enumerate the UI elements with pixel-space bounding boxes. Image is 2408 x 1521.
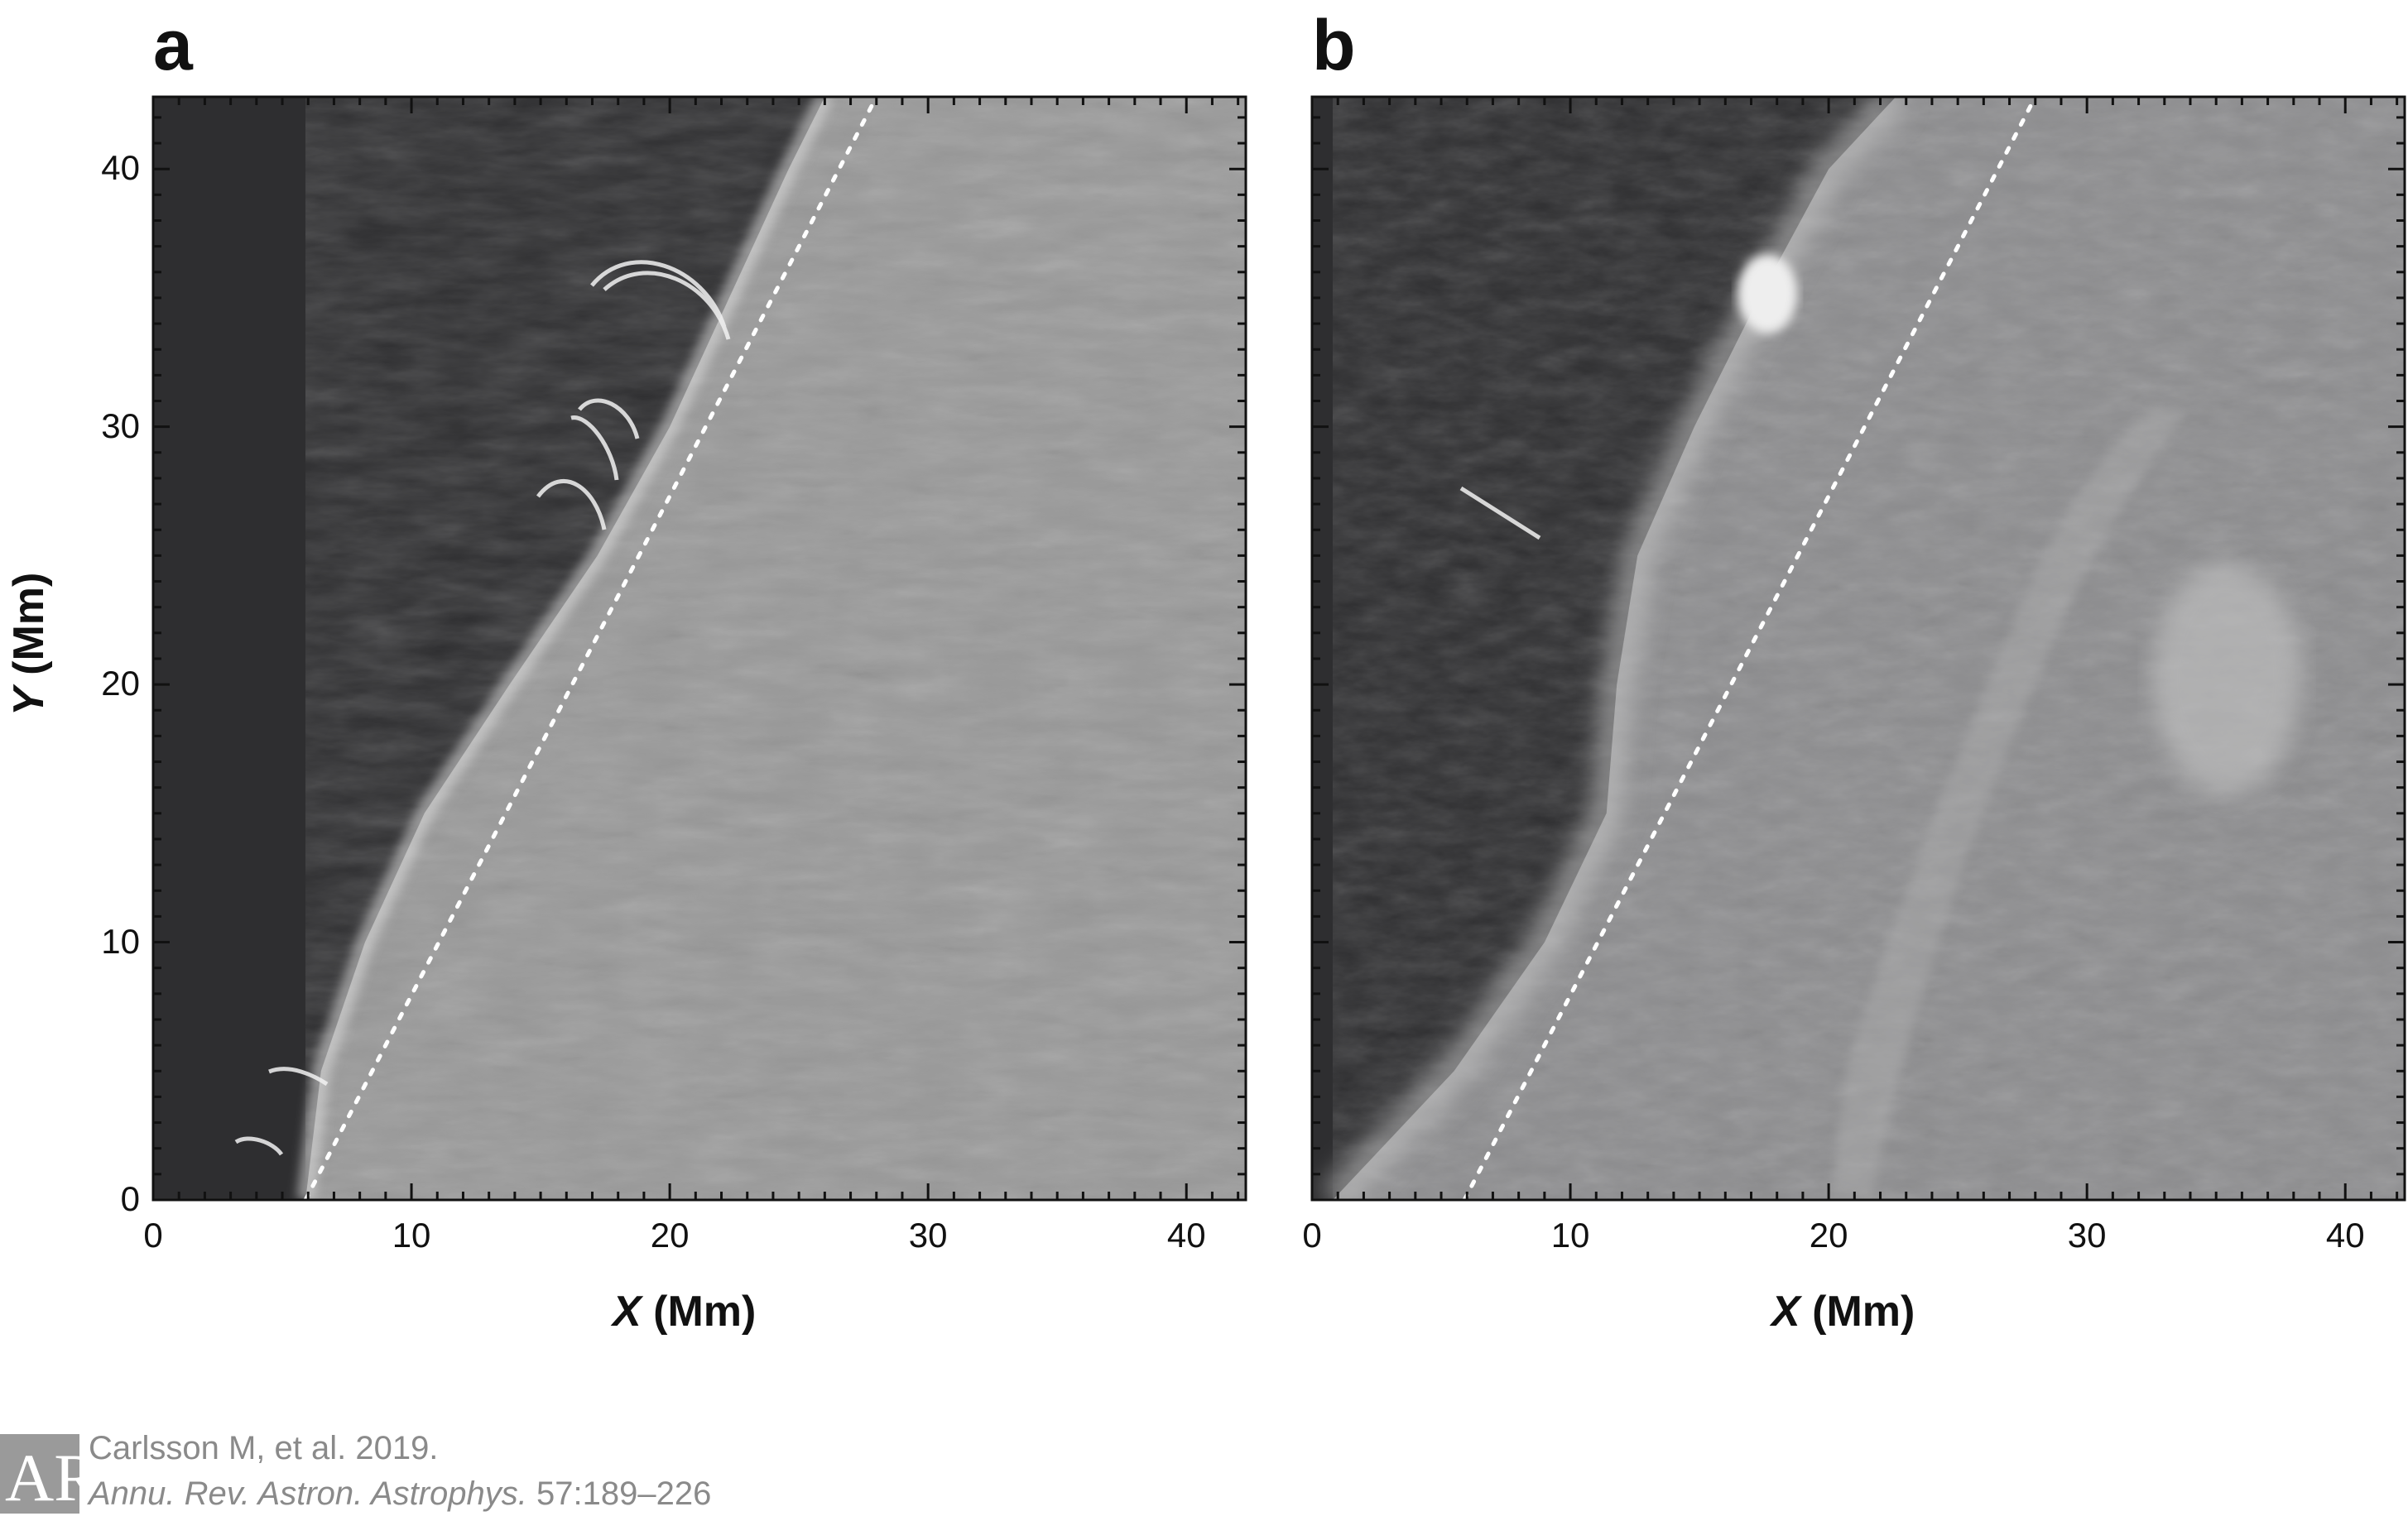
panel-a-prominence-loops (234, 260, 731, 1156)
panel-b-dotted-line (1462, 97, 2038, 1200)
panel-a-image (153, 97, 1246, 1200)
panel-a-x-axis-title: X (Mm) (613, 1288, 757, 1336)
y-tick-label: 20 (101, 664, 140, 703)
panel-b-disk-texture (1333, 97, 2405, 1200)
citation-line-1: Carlsson M, et al. 2019. (89, 1430, 439, 1466)
panel-a-limb-glow (296, 97, 834, 1200)
panel-a-letter: a (153, 6, 193, 85)
axis-ticks (151, 97, 2405, 1202)
y-tick-label: 40 (101, 148, 140, 188)
x-tick-label: 40 (2325, 1216, 2365, 1255)
x-tick-label: 10 (1550, 1216, 1590, 1255)
panel-b-letter: b (1312, 6, 1356, 85)
panel-b-frame (1310, 95, 2406, 1202)
panel-a-frame (151, 95, 1247, 1202)
panel-b-jet (1459, 486, 1541, 540)
panel-a-disk-texture (305, 97, 1246, 1200)
x-tick-label: 10 (392, 1216, 431, 1255)
x-tick-label: 0 (1302, 1216, 1322, 1255)
panel-b-bright-ridge (1829, 405, 2185, 1200)
panel-a-y-axis-title: Y (Mm) (5, 572, 53, 716)
panel-b-bright-blob (1738, 254, 1797, 333)
panel-b-image (1312, 97, 2405, 1200)
x-tick-label: 30 (908, 1216, 948, 1255)
x-tick-label: 20 (650, 1216, 690, 1255)
citation-journal: Annu. Rev. Astron. Astrophys. (89, 1475, 527, 1512)
citation-line-2: Annu. Rev. Astron. Astrophys. 57:189–226 (89, 1475, 711, 1513)
panel-b-x-axis-title: X (Mm) (1771, 1288, 1915, 1336)
y-tick-label: 0 (120, 1179, 140, 1218)
limb-glow-stroke (296, 97, 834, 1200)
limb-glow-stroke (1320, 97, 1908, 1200)
panel-a-dotted-line (303, 97, 879, 1200)
x-tick-label: 30 (2067, 1216, 2107, 1255)
annual-reviews-logo: AR (0, 1434, 79, 1514)
citation-volume-pages: 57:189–226 (536, 1475, 712, 1512)
panel-b-plage (2152, 563, 2301, 794)
y-tick-label: 10 (101, 921, 140, 961)
logo-letters: AR (5, 1440, 79, 1514)
panel-b-limb-glow (1320, 97, 1908, 1200)
x-tick-label: 20 (1809, 1216, 1848, 1255)
x-tick-label: 0 (143, 1216, 163, 1255)
x-tick-label: 40 (1166, 1216, 1206, 1255)
y-tick-label: 30 (101, 405, 140, 445)
